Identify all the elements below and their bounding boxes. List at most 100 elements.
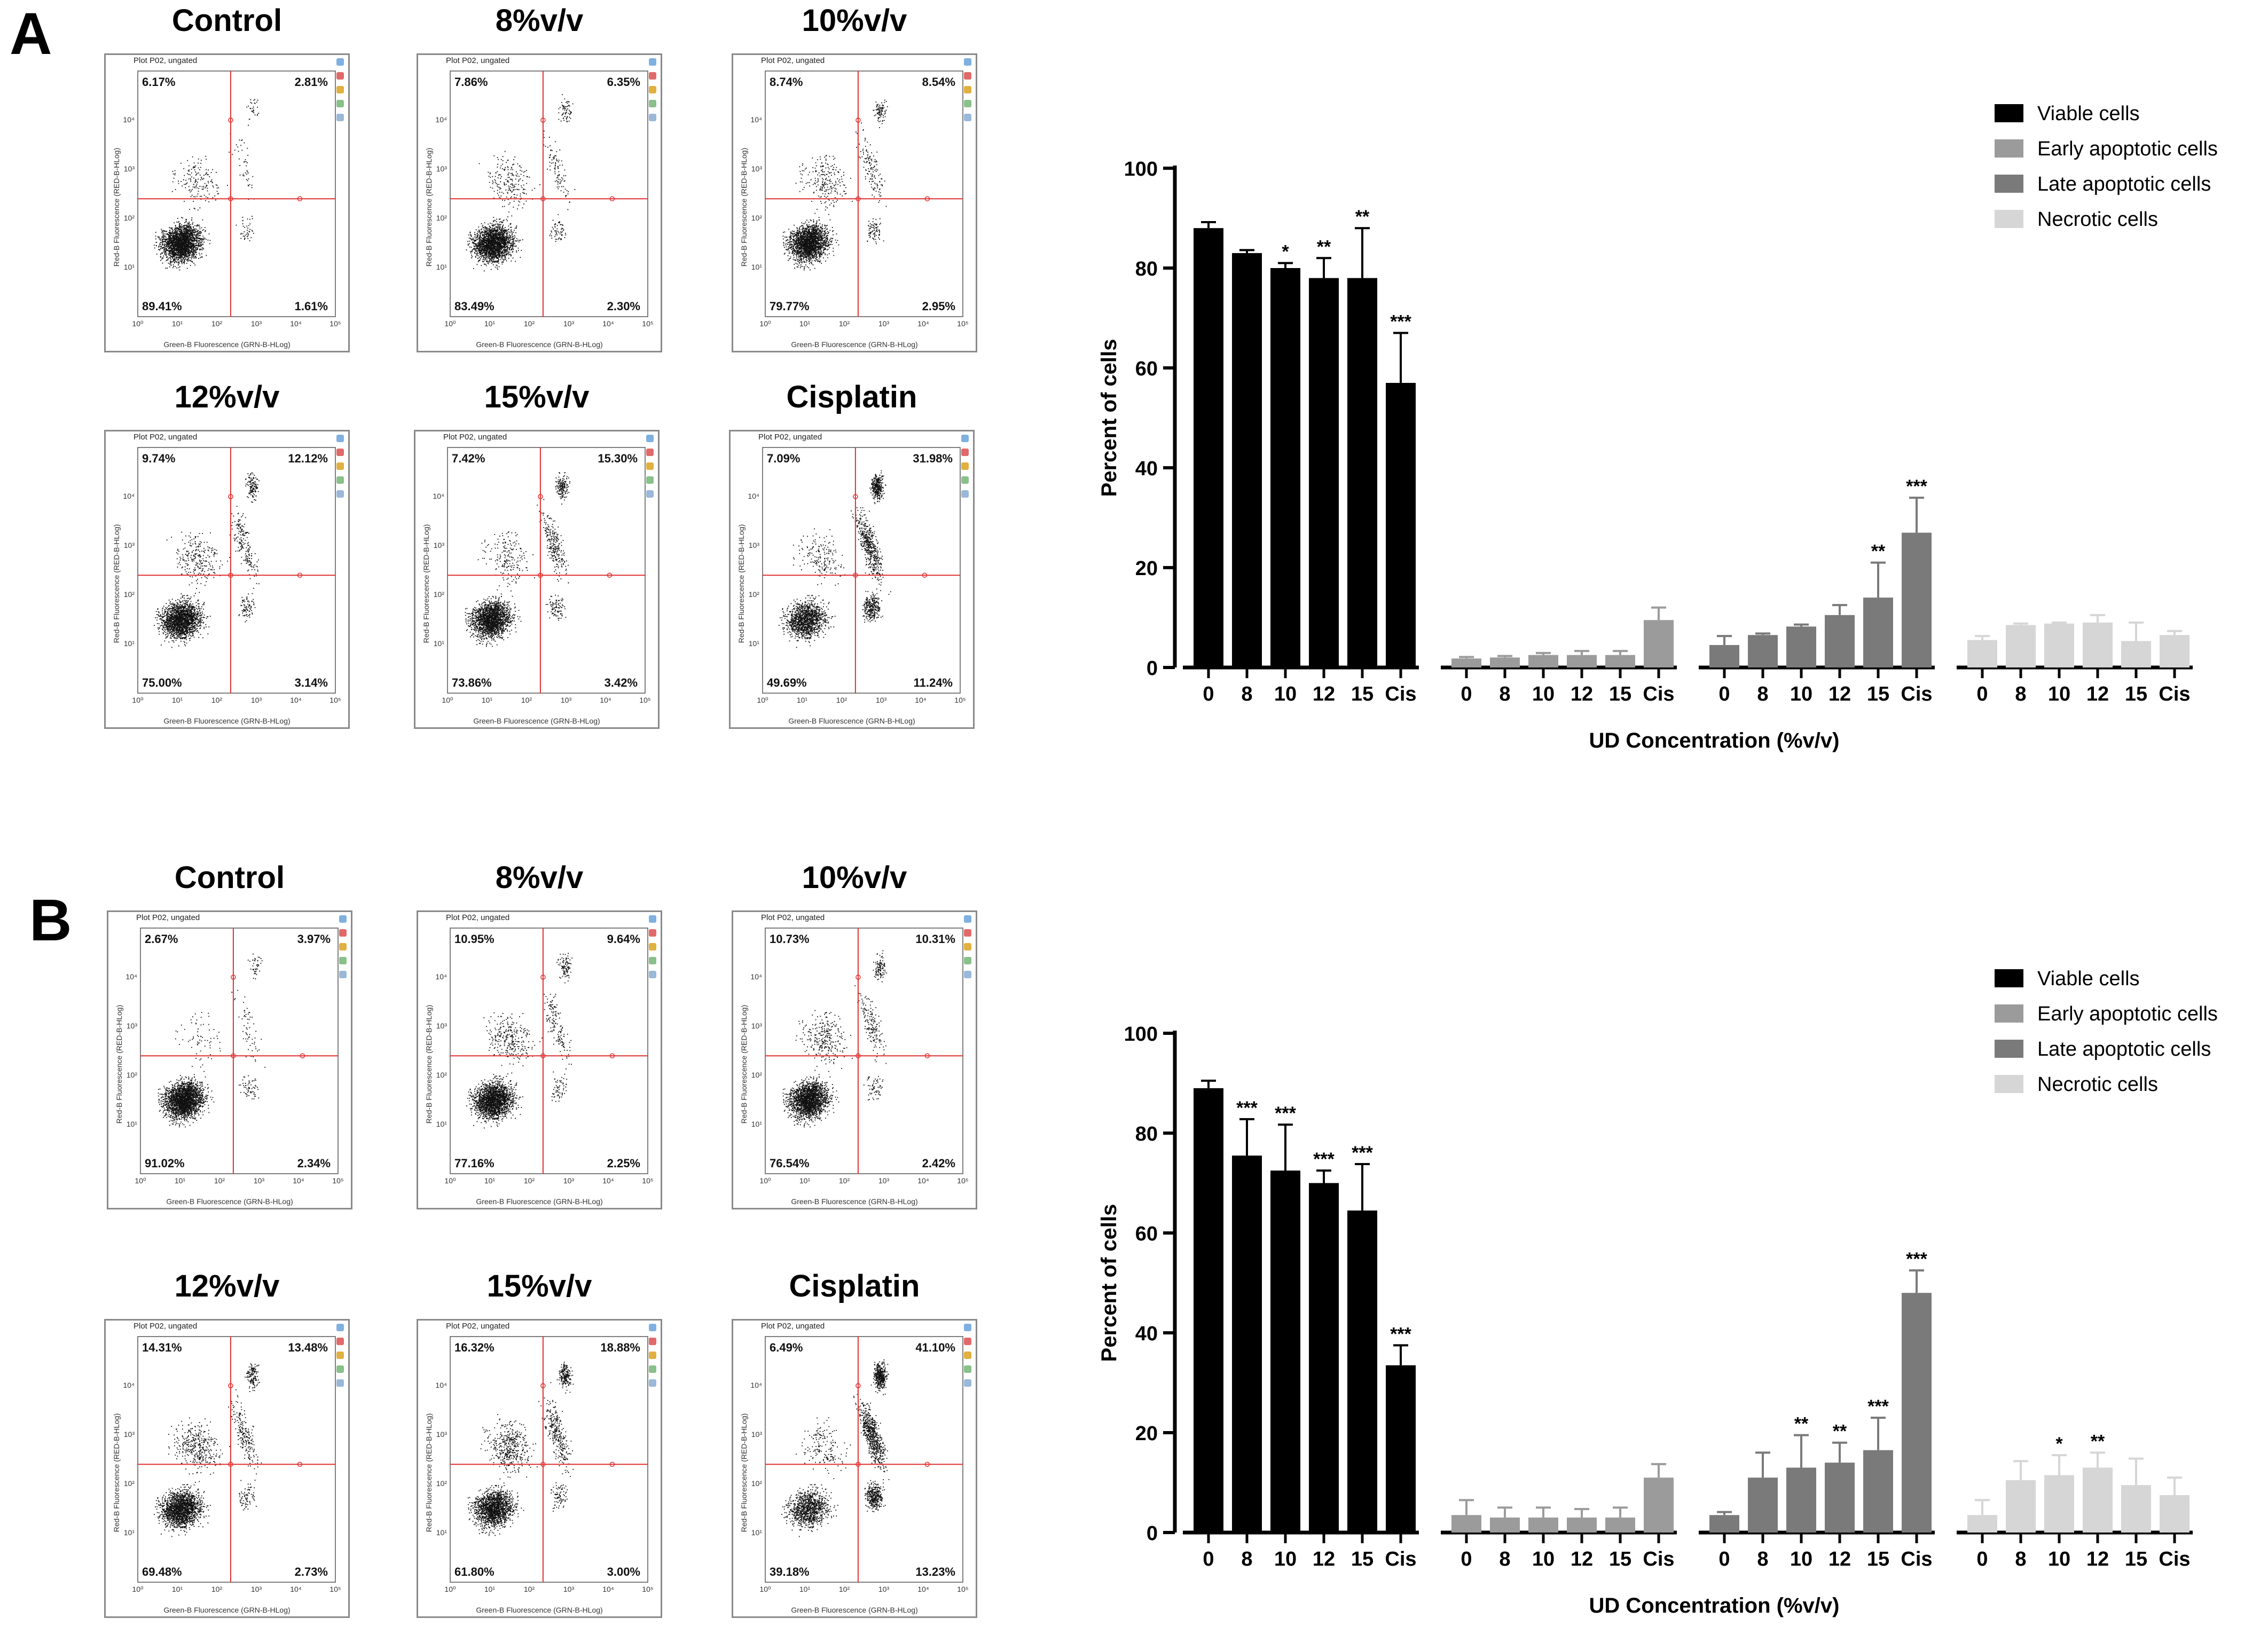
toolbar-tool-icon[interactable]: [649, 1365, 656, 1373]
x-tick-label: 0: [1461, 683, 1472, 705]
flow-plot-label: Plot P02, ungated: [134, 433, 197, 442]
toolbar-tool-icon[interactable]: [964, 58, 971, 66]
quadrant-percentage: 61.80%: [454, 1565, 495, 1579]
toolbar-tool-icon[interactable]: [964, 86, 971, 93]
quadrant-percentage: 73.86%: [452, 676, 492, 690]
flow-y-axis-label: Red-B Fluorescence (RED-B-HLog): [112, 1403, 121, 1542]
toolbar-tool-icon[interactable]: [964, 943, 971, 950]
toolbar-tool-icon[interactable]: [649, 1379, 656, 1387]
flow-plot-title: Control: [88, 3, 366, 38]
toolbar-tool-icon[interactable]: [964, 100, 971, 107]
toolbar-tool-icon[interactable]: [649, 72, 656, 80]
toolbar-tool-icon[interactable]: [336, 1338, 344, 1345]
toolbar-tool-icon[interactable]: [336, 1324, 344, 1331]
significance-label: **: [1317, 237, 1331, 257]
toolbar-tool-icon[interactable]: [336, 1352, 344, 1359]
x-tick-label: 15: [2125, 1548, 2147, 1570]
flow-x-tick: 10⁰: [444, 1176, 456, 1185]
toolbar-tool-icon[interactable]: [964, 1338, 971, 1345]
quadrant-percentage: 10.31%: [915, 932, 955, 946]
toolbar-tool-icon[interactable]: [336, 1365, 344, 1373]
toolbar-tool-icon[interactable]: [339, 971, 347, 978]
toolbar-tool-icon[interactable]: [649, 1324, 656, 1331]
toolbar-tool-icon[interactable]: [961, 449, 969, 456]
toolbar-tool-icon[interactable]: [339, 915, 347, 923]
bar: [1347, 1211, 1377, 1533]
toolbar-tool-icon[interactable]: [649, 100, 656, 107]
toolbar-tool-icon[interactable]: [649, 1338, 656, 1345]
toolbar-tool-icon[interactable]: [964, 929, 971, 937]
toolbar-tool-icon[interactable]: [336, 114, 344, 121]
bar: [1825, 1463, 1855, 1533]
x-tick-label: 12: [1571, 1548, 1593, 1570]
toolbar-tool-icon[interactable]: [964, 971, 971, 978]
toolbar-tool-icon[interactable]: [964, 957, 971, 964]
toolbar-tool-icon[interactable]: [336, 435, 344, 442]
quadrant-percentage: 75.00%: [142, 676, 182, 690]
toolbar-tool-icon[interactable]: [336, 86, 344, 93]
toolbar-tool-icon[interactable]: [339, 957, 347, 964]
toolbar-tool-icon[interactable]: [649, 971, 656, 978]
toolbar-tool-icon[interactable]: [649, 114, 656, 121]
plot-toolbar: [962, 915, 974, 985]
toolbar-tool-icon[interactable]: [649, 943, 656, 950]
quadrant-percentage: 49.69%: [767, 676, 807, 690]
toolbar-tool-icon[interactable]: [649, 929, 656, 937]
toolbar-tool-icon[interactable]: [964, 72, 971, 80]
toolbar-tool-icon[interactable]: [961, 462, 969, 470]
flow-x-tick: 10²: [211, 319, 223, 328]
flow-plot-title: Cisplatin: [716, 1268, 993, 1304]
toolbar-tool-icon[interactable]: [649, 957, 656, 964]
toolbar-tool-icon[interactable]: [961, 490, 969, 498]
toolbar-tool-icon[interactable]: [964, 1324, 971, 1331]
flow-y-axis-label: Red-B Fluorescence (RED-B-HLog): [425, 138, 433, 277]
toolbar-tool-icon[interactable]: [336, 476, 344, 484]
bar: [1567, 655, 1597, 667]
flow-y-tick: 10³: [436, 1430, 448, 1439]
x-tick-label: Cis: [1643, 683, 1674, 705]
flow-y-tick: 10¹: [127, 1120, 138, 1128]
toolbar-tool-icon[interactable]: [964, 1365, 971, 1373]
toolbar-tool-icon[interactable]: [961, 435, 969, 442]
toolbar-tool-icon[interactable]: [649, 86, 656, 93]
toolbar-tool-icon[interactable]: [336, 449, 344, 456]
toolbar-tool-icon[interactable]: [964, 1379, 971, 1387]
bar: [2044, 624, 2074, 667]
toolbar-tool-icon[interactable]: [336, 462, 344, 470]
legend-swatch: [1995, 1004, 2023, 1023]
bar: [1309, 1183, 1339, 1533]
toolbar-tool-icon[interactable]: [646, 435, 654, 442]
toolbar-tool-icon[interactable]: [339, 929, 347, 937]
toolbar-tool-icon[interactable]: [336, 72, 344, 80]
toolbar-tool-icon[interactable]: [649, 915, 656, 923]
flow-y-axis-label: Red-B Fluorescence (RED-B-HLog): [425, 995, 433, 1134]
flow-plot-title: 15%v/v: [398, 379, 676, 415]
toolbar-tool-icon[interactable]: [964, 114, 971, 121]
toolbar-tool-icon[interactable]: [336, 490, 344, 498]
quadrant-percentage: 14.31%: [142, 1341, 182, 1355]
toolbar-tool-icon[interactable]: [336, 58, 344, 66]
toolbar-tool-icon[interactable]: [964, 915, 971, 923]
flow-x-tick: 10³: [561, 696, 572, 704]
flow-y-tick: 10³: [436, 1022, 448, 1030]
toolbar-tool-icon[interactable]: [646, 449, 654, 456]
flow-x-tick: 10⁵: [329, 319, 341, 328]
bar: [1863, 1450, 1893, 1533]
toolbar-tool-icon[interactable]: [649, 1352, 656, 1359]
toolbar-tool-icon[interactable]: [339, 943, 347, 950]
significance-label: ***: [1313, 1149, 1335, 1169]
toolbar-tool-icon[interactable]: [964, 1352, 971, 1359]
flow-plot-title: Control: [91, 860, 368, 895]
toolbar-tool-icon[interactable]: [336, 100, 344, 107]
toolbar-tool-icon[interactable]: [336, 1379, 344, 1387]
quadrant-percentage: 15.30%: [598, 452, 638, 466]
toolbar-tool-icon[interactable]: [646, 462, 654, 470]
toolbar-tool-icon[interactable]: [646, 476, 654, 484]
flow-y-tick: 10⁴: [433, 492, 444, 500]
toolbar-tool-icon[interactable]: [961, 476, 969, 484]
toolbar-tool-icon[interactable]: [649, 58, 656, 66]
quadrant-percentage: 69.48%: [142, 1565, 182, 1579]
x-tick-label: 12: [2086, 1548, 2109, 1570]
toolbar-tool-icon[interactable]: [646, 490, 654, 498]
